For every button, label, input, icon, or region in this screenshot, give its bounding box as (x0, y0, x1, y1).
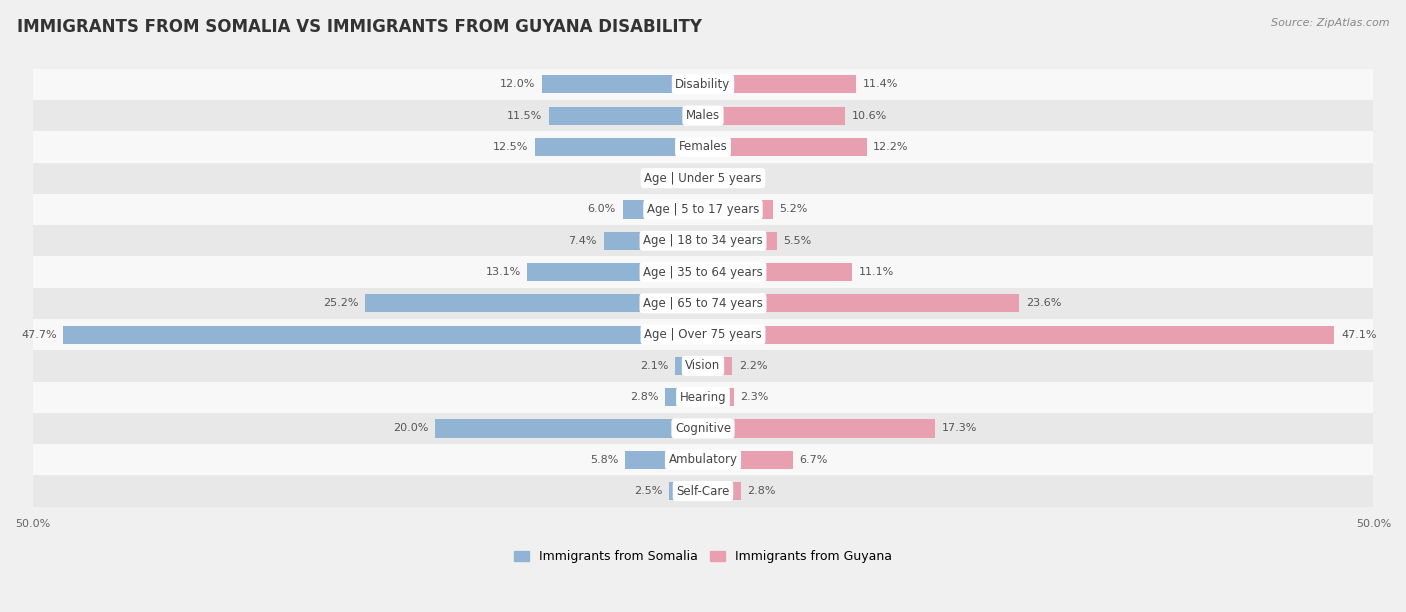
Bar (32, 225, 1374, 256)
Bar (32, 256, 1374, 288)
Bar (703, 232, 776, 250)
Text: Disability: Disability (675, 78, 731, 91)
Bar (703, 357, 733, 375)
Bar (32, 319, 1374, 350)
Bar (703, 263, 852, 281)
Text: 5.5%: 5.5% (783, 236, 811, 246)
Bar (32, 413, 1374, 444)
Text: 1.0%: 1.0% (723, 173, 751, 183)
Text: Age | 35 to 64 years: Age | 35 to 64 years (643, 266, 763, 278)
Text: 11.1%: 11.1% (859, 267, 894, 277)
Text: 2.1%: 2.1% (640, 361, 668, 371)
Text: IMMIGRANTS FROM SOMALIA VS IMMIGRANTS FROM GUYANA DISABILITY: IMMIGRANTS FROM SOMALIA VS IMMIGRANTS FR… (17, 18, 702, 36)
Bar (32, 288, 1374, 319)
Text: 2.5%: 2.5% (634, 486, 662, 496)
Text: Age | Over 75 years: Age | Over 75 years (644, 328, 762, 341)
Text: Ambulatory: Ambulatory (668, 453, 738, 466)
Text: Age | 5 to 17 years: Age | 5 to 17 years (647, 203, 759, 216)
Bar (366, 294, 703, 312)
Text: 1.3%: 1.3% (651, 173, 679, 183)
Text: Age | 18 to 34 years: Age | 18 to 34 years (643, 234, 763, 247)
Bar (703, 388, 734, 406)
Bar (626, 450, 703, 469)
Bar (32, 100, 1374, 131)
Text: 12.2%: 12.2% (873, 142, 908, 152)
Text: 11.4%: 11.4% (862, 80, 898, 89)
Text: 47.1%: 47.1% (1341, 330, 1376, 340)
Bar (703, 326, 1334, 344)
Text: 12.5%: 12.5% (494, 142, 529, 152)
Bar (703, 138, 866, 156)
Bar (32, 131, 1374, 163)
Text: 12.0%: 12.0% (501, 80, 536, 89)
Bar (703, 482, 741, 500)
Text: Self-Care: Self-Care (676, 485, 730, 498)
Bar (669, 482, 703, 500)
Bar (675, 357, 703, 375)
Bar (623, 200, 703, 218)
Text: 13.1%: 13.1% (485, 267, 520, 277)
Bar (32, 350, 1374, 381)
Bar (434, 419, 703, 438)
Bar (665, 388, 703, 406)
Text: 10.6%: 10.6% (852, 111, 887, 121)
Bar (703, 106, 845, 125)
Text: 2.8%: 2.8% (630, 392, 659, 402)
Text: Source: ZipAtlas.com: Source: ZipAtlas.com (1271, 18, 1389, 28)
Bar (32, 194, 1374, 225)
Text: 6.7%: 6.7% (800, 455, 828, 465)
Text: 6.0%: 6.0% (588, 204, 616, 214)
Text: 7.4%: 7.4% (568, 236, 598, 246)
Text: 17.3%: 17.3% (942, 424, 977, 433)
Text: 47.7%: 47.7% (21, 330, 56, 340)
Text: Females: Females (679, 140, 727, 154)
Text: 2.8%: 2.8% (747, 486, 776, 496)
Bar (703, 169, 717, 187)
Text: 11.5%: 11.5% (506, 111, 543, 121)
Bar (63, 326, 703, 344)
Text: 5.2%: 5.2% (779, 204, 808, 214)
Bar (703, 75, 856, 94)
Bar (603, 232, 703, 250)
Text: Hearing: Hearing (679, 390, 727, 404)
Bar (527, 263, 703, 281)
Bar (32, 381, 1374, 413)
Bar (703, 419, 935, 438)
Bar (32, 69, 1374, 100)
Bar (703, 294, 1019, 312)
Text: 2.2%: 2.2% (740, 361, 768, 371)
Bar (536, 138, 703, 156)
Bar (543, 75, 703, 94)
Bar (703, 450, 793, 469)
Text: 25.2%: 25.2% (323, 298, 359, 308)
Bar (32, 476, 1374, 507)
Text: Age | Under 5 years: Age | Under 5 years (644, 171, 762, 185)
Text: 5.8%: 5.8% (591, 455, 619, 465)
Text: Cognitive: Cognitive (675, 422, 731, 435)
Text: 20.0%: 20.0% (392, 424, 429, 433)
Text: 23.6%: 23.6% (1026, 298, 1062, 308)
Bar (686, 169, 703, 187)
Text: Vision: Vision (685, 359, 721, 372)
Legend: Immigrants from Somalia, Immigrants from Guyana: Immigrants from Somalia, Immigrants from… (513, 550, 893, 563)
Text: Age | 65 to 74 years: Age | 65 to 74 years (643, 297, 763, 310)
Bar (703, 200, 773, 218)
Text: Males: Males (686, 109, 720, 122)
Bar (548, 106, 703, 125)
Text: 2.3%: 2.3% (741, 392, 769, 402)
Bar (32, 163, 1374, 194)
Bar (32, 444, 1374, 476)
